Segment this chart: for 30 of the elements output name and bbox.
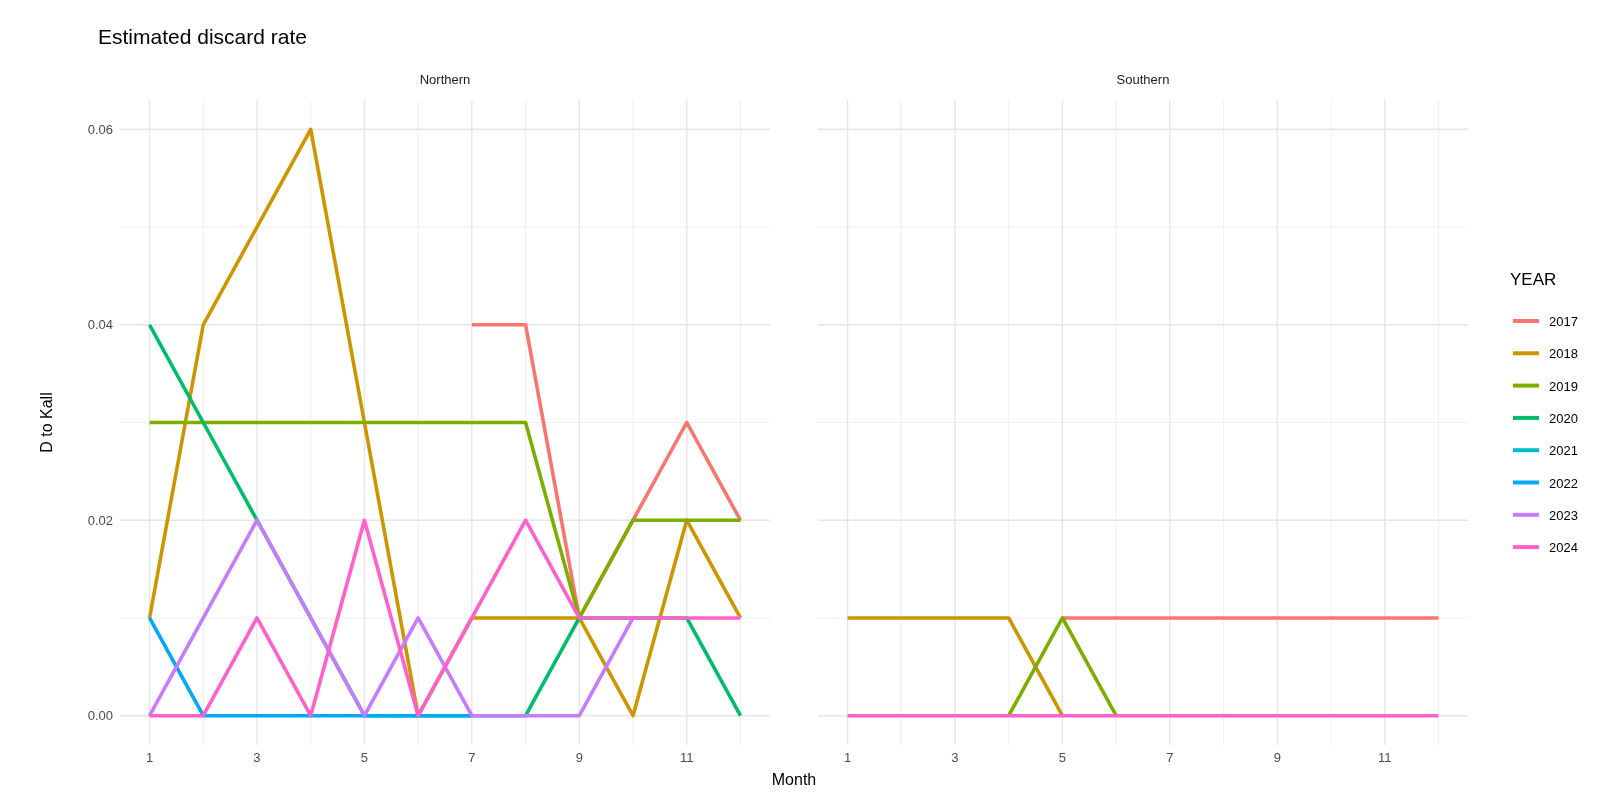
x-tick-label: 11	[1377, 750, 1392, 765]
legend-label: 2018	[1549, 346, 1578, 362]
legend-label: 2024	[1549, 540, 1578, 556]
y-tick-label: 0.00	[87, 708, 113, 724]
x-tick-label: 5	[360, 750, 369, 765]
x-tick-label: 7	[468, 750, 476, 765]
y-tick-label: 0.04	[87, 317, 113, 333]
x-tick-label: 1	[843, 750, 852, 765]
x-tick-label: 9	[1273, 750, 1281, 765]
x-tick-label: 1	[145, 750, 154, 765]
legend-label: 2023	[1549, 507, 1578, 523]
x-tick-label: 3	[253, 750, 261, 765]
legend-label: 2017	[1549, 314, 1578, 329]
x-tick-label: 11	[679, 750, 694, 765]
x-tick-label: 7	[1166, 750, 1174, 765]
y-axis-title: D to Kall	[38, 392, 55, 453]
chart-title: Estimated discard rate	[98, 25, 307, 48]
x-tick-label: 3	[951, 750, 959, 765]
legend-label: 2019	[1549, 378, 1578, 394]
legend-label: 2020	[1549, 410, 1578, 426]
x-tick-label: 5	[1058, 750, 1067, 765]
x-axis-title: Month	[771, 771, 817, 788]
legend-title: YEAR	[1510, 270, 1557, 289]
chart-subtitle: Northern	[419, 72, 471, 87]
legend-label: 2021	[1549, 443, 1578, 459]
y-tick-label: 0.02	[87, 512, 113, 528]
x-tick-label: 9	[575, 750, 583, 765]
legend-label: 2022	[1549, 475, 1578, 491]
chart-subtitle: Southern	[1116, 72, 1170, 87]
y-tick-label: 0.06	[87, 121, 113, 137]
